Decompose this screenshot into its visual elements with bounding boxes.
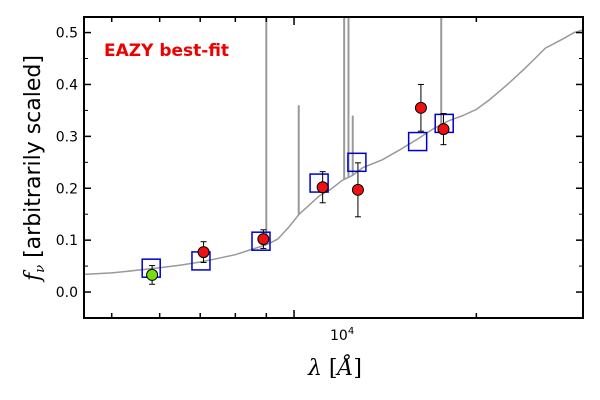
plot-frame: [83, 16, 584, 319]
observed-marker: [414, 101, 427, 114]
y-tick-label: 0.4: [56, 77, 78, 93]
observed-marker: [351, 183, 364, 196]
model-photometry-box: [407, 131, 428, 152]
observed-point: [351, 162, 364, 218]
sed-model-line: [84, 29, 583, 276]
observed-point: [197, 241, 210, 263]
observed-point: [414, 83, 427, 132]
observed-point: [316, 171, 329, 204]
y-tick-label: 0.2: [56, 181, 78, 197]
y-tick-label: 0.3: [56, 129, 78, 145]
x-axis-label: λ [Å]: [307, 353, 362, 381]
observed-marker: [437, 123, 450, 136]
axis-ticks: 0.0 0.1 0.2 0.3 0.4 0.5: [56, 17, 583, 318]
y-tick-label: 0.0: [56, 285, 78, 301]
observed-point: [437, 113, 450, 146]
observed-point: [146, 265, 159, 285]
y-axis-label: fν [arbitrarily scaled]: [21, 55, 48, 283]
observed-marker: [197, 246, 210, 259]
eazy-annotation: EAZY best-fit: [104, 41, 229, 61]
observed-marker: [146, 268, 159, 281]
sed-emission-lines: [265, 17, 443, 245]
y-tick-label: 0.5: [56, 26, 78, 42]
model-photometry-box: [347, 152, 367, 173]
observed-marker: [316, 181, 329, 194]
model-photometry-series: [141, 113, 454, 278]
model-photometry-box: [309, 173, 329, 193]
model-photometry-box: [251, 231, 271, 251]
plot-area: [84, 17, 583, 285]
observed-point: [257, 229, 270, 249]
y-tick-label: 0.1: [56, 233, 78, 249]
observed-photometry-series: [146, 83, 450, 285]
observed-marker: [257, 233, 270, 246]
x-tick-label: 104: [330, 326, 354, 344]
